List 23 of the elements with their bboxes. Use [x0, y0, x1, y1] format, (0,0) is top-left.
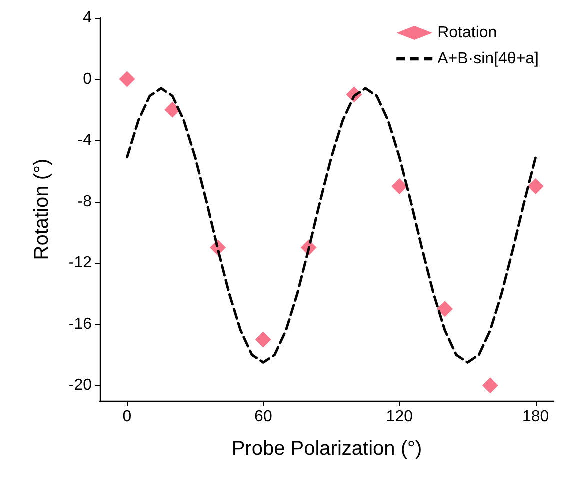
x-tick-label: 0 — [122, 408, 132, 426]
y-tick-label: 4 — [83, 10, 92, 26]
y-tick-label: 0 — [83, 70, 92, 88]
y-tick-label: -8 — [78, 193, 92, 210]
y-tick-label: -20 — [68, 377, 92, 394]
legend-label: Rotation — [438, 24, 498, 42]
y-tick-label: -16 — [68, 316, 92, 333]
y-tick-label: -4 — [78, 132, 92, 150]
x-tick-label: 60 — [254, 408, 272, 426]
line-series — [126, 87, 538, 364]
y-axis-title: Rotation (°) — [31, 158, 53, 260]
point — [437, 301, 454, 318]
x-axis-title: Probe Polarization (°) — [232, 438, 422, 460]
point — [255, 332, 272, 348]
point — [482, 378, 498, 394]
point — [528, 178, 544, 195]
x-tick-label: 120 — [386, 408, 414, 426]
point — [164, 102, 181, 118]
point — [119, 71, 136, 88]
legend-label: A+B·sin[4θ+a] — [438, 50, 540, 68]
y-tick-label: -12 — [68, 254, 92, 272]
x-tick-label: 180 — [522, 408, 550, 426]
point — [392, 178, 408, 195]
